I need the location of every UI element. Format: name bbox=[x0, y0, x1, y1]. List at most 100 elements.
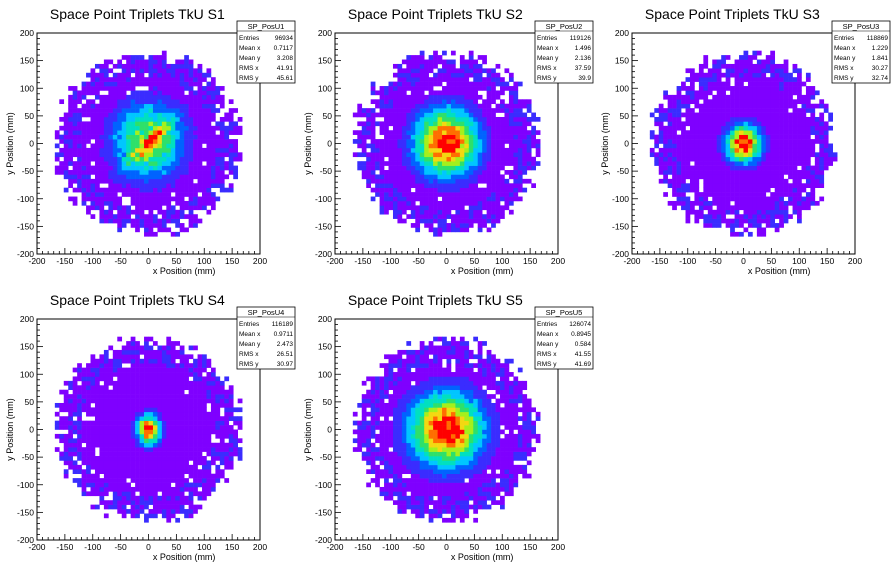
bin bbox=[121, 491, 127, 497]
bin bbox=[197, 170, 203, 175]
bin bbox=[144, 504, 149, 510]
bin bbox=[446, 68, 452, 74]
bin bbox=[361, 143, 367, 149]
bin bbox=[801, 165, 807, 171]
bin bbox=[721, 130, 726, 135]
bin bbox=[219, 116, 225, 122]
bin bbox=[401, 170, 407, 175]
bin bbox=[166, 143, 172, 149]
bin bbox=[202, 147, 207, 153]
bin bbox=[455, 103, 461, 109]
bin bbox=[215, 86, 221, 91]
bin bbox=[477, 68, 483, 74]
bin bbox=[144, 68, 149, 74]
bin bbox=[175, 121, 181, 127]
bin bbox=[179, 90, 185, 96]
bin bbox=[357, 161, 363, 166]
bin bbox=[774, 77, 780, 82]
bin bbox=[152, 147, 158, 153]
bin bbox=[161, 407, 167, 413]
bin bbox=[144, 165, 149, 171]
bin bbox=[175, 152, 181, 158]
bin bbox=[126, 433, 131, 439]
bin bbox=[108, 442, 114, 448]
bin bbox=[166, 509, 172, 514]
stats-label: Mean x bbox=[537, 45, 559, 52]
bin bbox=[685, 121, 691, 127]
bin bbox=[135, 183, 140, 188]
bin bbox=[352, 139, 358, 144]
bin bbox=[531, 156, 536, 162]
bin bbox=[730, 209, 735, 215]
bin bbox=[357, 152, 363, 158]
bin bbox=[68, 411, 73, 417]
bin bbox=[184, 125, 189, 131]
bin bbox=[685, 161, 691, 166]
bin bbox=[59, 161, 65, 166]
bin bbox=[379, 152, 385, 158]
bin bbox=[473, 63, 479, 69]
bin bbox=[152, 63, 158, 69]
bin bbox=[770, 223, 776, 228]
bin bbox=[94, 464, 100, 470]
bin bbox=[94, 86, 100, 91]
bin bbox=[202, 121, 207, 127]
bin bbox=[464, 121, 470, 127]
bin bbox=[148, 81, 154, 87]
bin bbox=[739, 231, 744, 237]
bin bbox=[464, 130, 470, 135]
bin bbox=[689, 143, 695, 149]
bin bbox=[788, 143, 793, 149]
bin bbox=[152, 59, 158, 65]
bin bbox=[152, 174, 158, 180]
bin bbox=[765, 223, 771, 228]
bin bbox=[491, 218, 496, 224]
bin bbox=[170, 143, 176, 149]
bin bbox=[486, 161, 492, 166]
bin bbox=[725, 81, 731, 87]
bin bbox=[424, 147, 429, 153]
bin bbox=[477, 139, 483, 144]
bin bbox=[743, 147, 749, 153]
bin bbox=[450, 81, 456, 87]
bin bbox=[672, 161, 677, 166]
bin bbox=[805, 94, 811, 100]
bin bbox=[522, 112, 528, 118]
bin bbox=[99, 187, 105, 193]
bin bbox=[77, 367, 82, 373]
bin bbox=[210, 183, 216, 188]
bin bbox=[103, 86, 109, 91]
bin bbox=[152, 165, 158, 171]
bin bbox=[770, 156, 776, 162]
bin bbox=[500, 209, 505, 215]
bin bbox=[473, 209, 479, 215]
bin bbox=[468, 143, 474, 149]
bin bbox=[752, 183, 758, 188]
bin bbox=[676, 108, 682, 113]
bin bbox=[152, 389, 158, 395]
bin bbox=[770, 143, 776, 149]
bin bbox=[139, 143, 145, 149]
bin bbox=[126, 81, 131, 87]
bin bbox=[161, 103, 167, 109]
bin bbox=[184, 407, 189, 413]
bin bbox=[166, 500, 172, 505]
bin bbox=[743, 68, 749, 74]
bin bbox=[450, 116, 456, 122]
bin bbox=[716, 192, 722, 197]
bin bbox=[81, 174, 87, 180]
bin bbox=[121, 77, 127, 82]
bin bbox=[783, 134, 789, 140]
bin bbox=[117, 464, 123, 470]
bin bbox=[112, 438, 118, 444]
bin bbox=[157, 411, 163, 417]
bin bbox=[370, 178, 376, 184]
bin bbox=[215, 165, 221, 171]
bin bbox=[206, 192, 212, 197]
bin bbox=[94, 134, 100, 140]
bin bbox=[739, 116, 744, 122]
bin bbox=[446, 196, 452, 202]
bin bbox=[482, 130, 487, 135]
bin bbox=[401, 112, 407, 118]
